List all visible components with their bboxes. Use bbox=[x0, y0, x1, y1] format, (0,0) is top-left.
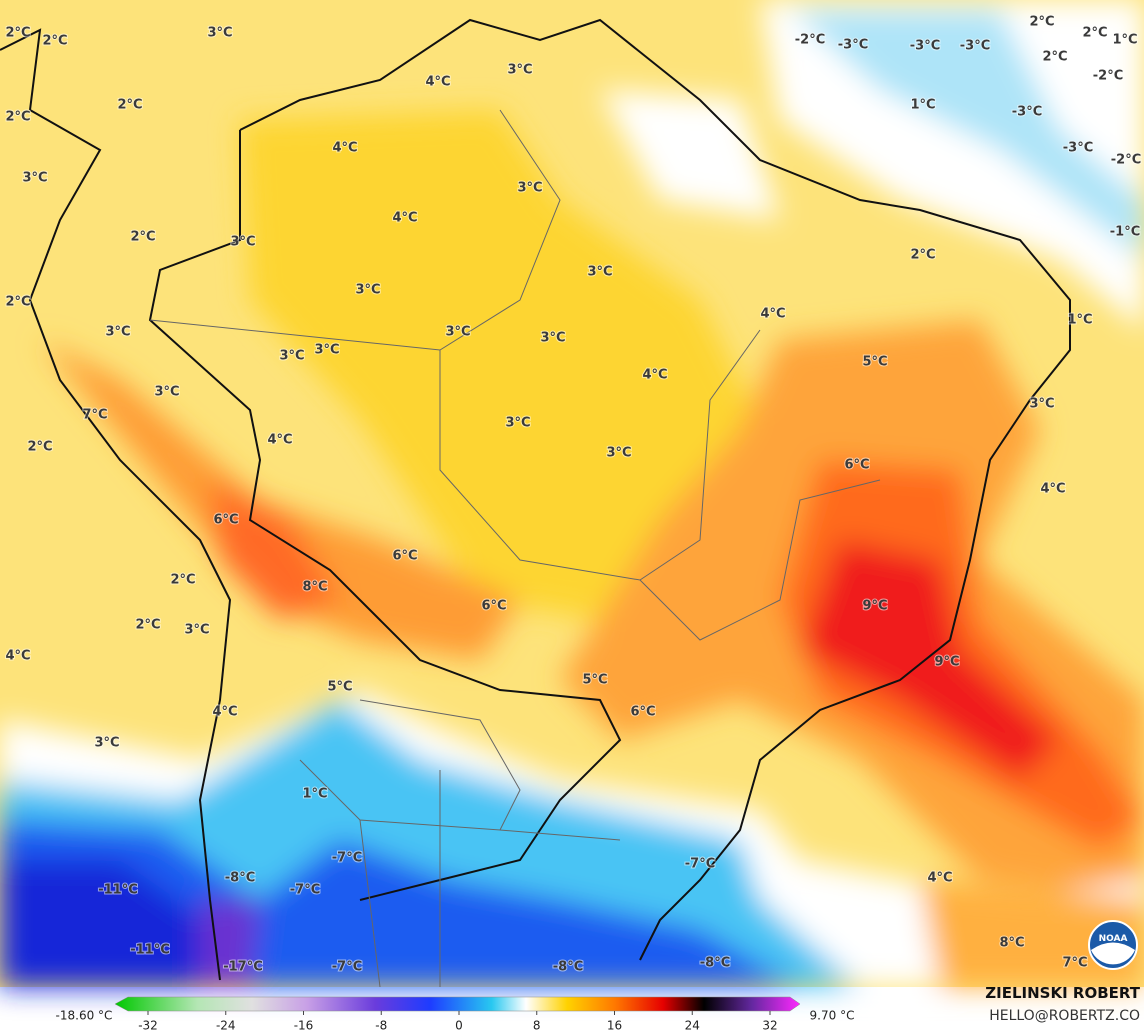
temperature-label: 2°C bbox=[130, 230, 155, 245]
colorbar-max: 9.70 °C bbox=[810, 1009, 855, 1023]
temperature-label: 3°C bbox=[517, 181, 542, 196]
colorbar-tick-label: -8 bbox=[375, 1019, 387, 1033]
temperature-label: -7°C bbox=[332, 960, 362, 975]
temperature-label: 9°C bbox=[934, 655, 959, 670]
temperature-label: 2°C bbox=[910, 248, 935, 263]
temperature-label: -8°C bbox=[225, 871, 255, 886]
temperature-label: 2°C bbox=[1082, 26, 1107, 41]
temperature-label: -11°C bbox=[98, 883, 138, 898]
temperature-label: -3°C bbox=[910, 39, 940, 54]
temperature-labels: 2°C 2°C 3°C 2°C 2°C 3°C 4°C 3°C 4°C 3°C 4°C 3°C 2°C 3… bbox=[4, 14, 1142, 976]
noaa-logo: NOAA bbox=[1088, 920, 1138, 970]
colorbar-tick-label: -24 bbox=[216, 1019, 236, 1033]
temperature-label: 6°C bbox=[844, 458, 869, 473]
temperature-label: 1°C bbox=[302, 787, 327, 802]
colorbar-tick-label: 8 bbox=[533, 1019, 541, 1033]
temperature-label: 8°C bbox=[999, 936, 1024, 951]
temperature-label: 3°C bbox=[355, 283, 380, 298]
colorbar-gradient bbox=[114, 996, 801, 1012]
temperature-label: 3°C bbox=[279, 349, 304, 364]
contact: HELLO@ROBERTZ.CO bbox=[989, 1008, 1140, 1024]
temperature-label: -11°C bbox=[130, 943, 170, 958]
temperature-label: 3°C bbox=[184, 623, 209, 638]
temperature-label: 6°C bbox=[392, 549, 417, 564]
temperature-label: 7°C bbox=[82, 408, 107, 423]
temperature-label: -2°C bbox=[1111, 153, 1141, 168]
colorbar: -18.60 °C 9.70 °C -32 -24 -16 -8 0 8 16 24 32 bbox=[56, 996, 855, 1033]
temperature-label: -7°C bbox=[332, 851, 362, 866]
logo-text: NOAA bbox=[1099, 934, 1128, 944]
colorbar-tick-label: 32 bbox=[762, 1019, 777, 1033]
temperature-label: -2°C bbox=[1093, 69, 1123, 84]
temperature-label: 2°C bbox=[135, 618, 160, 633]
temperature-label: 6°C bbox=[213, 513, 238, 528]
temperature-label: 2°C bbox=[27, 440, 52, 455]
temperature-label: 5°C bbox=[582, 673, 607, 688]
temperature-label: -7°C bbox=[290, 883, 320, 898]
temperature-label: 2°C bbox=[5, 26, 30, 41]
temperature-label: 4°C bbox=[927, 871, 952, 886]
temperature-label: 2°C bbox=[1029, 15, 1054, 30]
temperature-label: 3°C bbox=[22, 171, 47, 186]
temperature-label: -2°C bbox=[795, 33, 825, 48]
temperature-label: 6°C bbox=[630, 705, 655, 720]
temperature-label: 1°C bbox=[1112, 33, 1137, 48]
temperature-label: 3°C bbox=[505, 416, 530, 431]
temperature-label: 5°C bbox=[327, 680, 352, 695]
temperature-label: 4°C bbox=[212, 705, 237, 720]
temperature-label: 2°C bbox=[42, 34, 67, 49]
temperature-label: 3°C bbox=[94, 736, 119, 751]
colorbar-tick-label: 0 bbox=[455, 1019, 463, 1033]
temperature-label: 3°C bbox=[314, 343, 339, 358]
temperature-label: 4°C bbox=[642, 368, 667, 383]
temperature-label: 2°C bbox=[5, 295, 30, 310]
temperature-label: 3°C bbox=[105, 325, 130, 340]
author: ZIELINSKI ROBERT bbox=[985, 984, 1140, 1002]
temperature-label: 2°C bbox=[117, 98, 142, 113]
colorbar-tick-label: -16 bbox=[294, 1019, 314, 1033]
colorbar-tick-label: 16 bbox=[607, 1019, 622, 1033]
temperature-label: 3°C bbox=[540, 331, 565, 346]
temperature-label: -1°C bbox=[1110, 225, 1140, 240]
temperature-label: 2°C bbox=[170, 573, 195, 588]
temperature-label: -3°C bbox=[1063, 141, 1093, 156]
temperature-label: -8°C bbox=[553, 960, 583, 975]
temperature-label: 4°C bbox=[392, 211, 417, 226]
temperature-label: 6°C bbox=[481, 599, 506, 614]
temperature-label: -3°C bbox=[838, 38, 868, 53]
temperature-label: 3°C bbox=[587, 265, 612, 280]
colorbar-tick-label: -32 bbox=[138, 1019, 158, 1033]
temperature-label: 9°C bbox=[862, 599, 887, 614]
temperature-label: 4°C bbox=[1040, 482, 1065, 497]
temperature-label: 4°C bbox=[332, 141, 357, 156]
temperature-label: 2°C bbox=[1042, 50, 1067, 65]
temperature-label: 1°C bbox=[1067, 313, 1092, 328]
temperature-label: 4°C bbox=[5, 649, 30, 664]
temperature-label: 3°C bbox=[154, 385, 179, 400]
temperature-label: 5°C bbox=[862, 355, 887, 370]
temperature-label: 4°C bbox=[267, 433, 292, 448]
temperature-label: 2°C bbox=[5, 110, 30, 125]
temperature-label: 8°C bbox=[302, 580, 327, 595]
temperature-label: 7°C bbox=[1062, 956, 1087, 971]
temperature-label: 4°C bbox=[425, 75, 450, 90]
temperature-label: 3°C bbox=[507, 63, 532, 78]
colorbar-tick-label: 24 bbox=[685, 1019, 700, 1033]
temperature-label: -3°C bbox=[960, 39, 990, 54]
temperature-label: -17°C bbox=[223, 960, 263, 975]
temperature-label: 3°C bbox=[207, 26, 232, 41]
temperature-label: 4°C bbox=[760, 307, 785, 322]
temperature-label: 3°C bbox=[1029, 397, 1054, 412]
temperature-label: -7°C bbox=[685, 857, 715, 872]
temperature-label: -3°C bbox=[1012, 105, 1042, 120]
colorbar-min: -18.60 °C bbox=[56, 1009, 113, 1023]
temperature-label: 1°C bbox=[910, 98, 935, 113]
temperature-label: -8°C bbox=[700, 956, 730, 971]
temperature-label: 3°C bbox=[445, 325, 470, 340]
temperature-label: 3°C bbox=[230, 235, 255, 250]
temperature-label: 3°C bbox=[606, 446, 631, 461]
map bbox=[0, 0, 1144, 988]
